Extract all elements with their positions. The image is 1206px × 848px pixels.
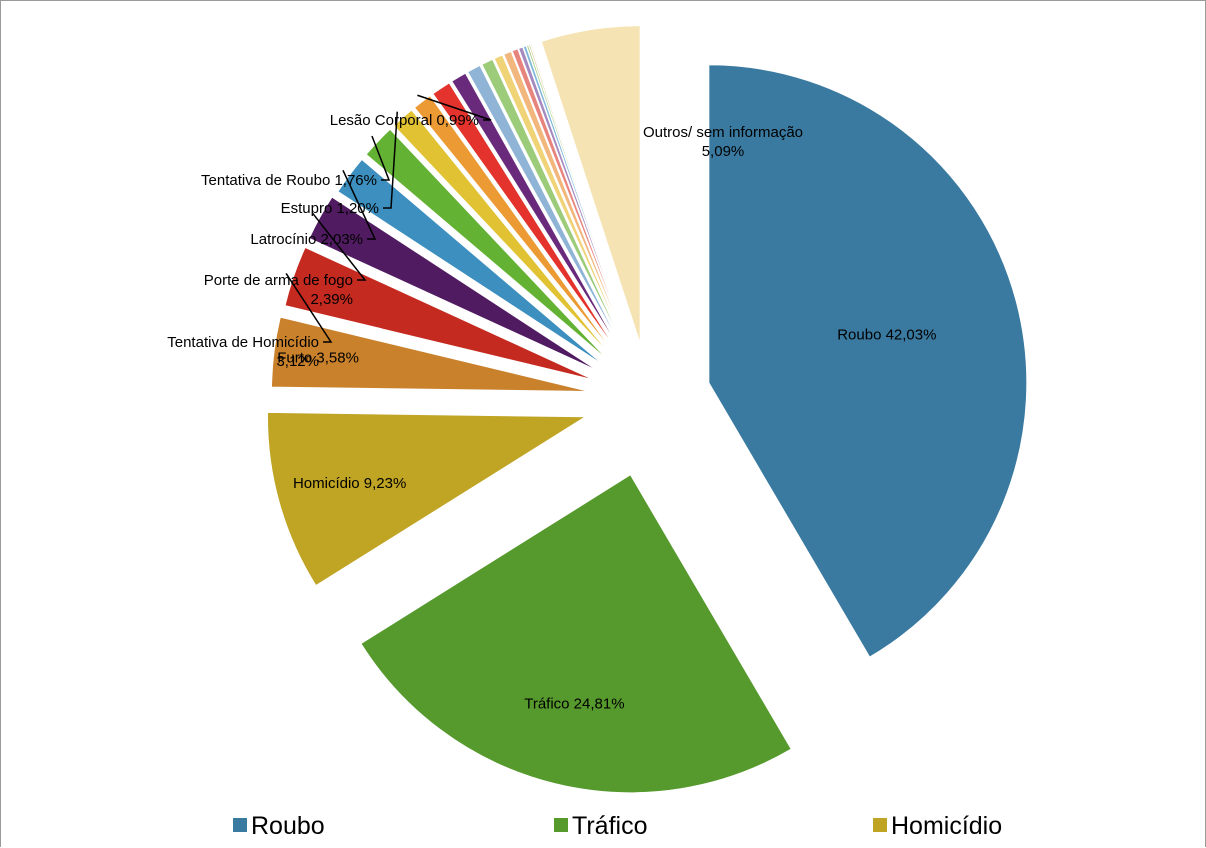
legend: Roubo Tráfico Homicídio (233, 812, 1002, 840)
slice-outros-sem-informacao (540, 25, 641, 344)
leader-line-tentativa-de-roubo (371, 135, 391, 181)
legend-swatch-roubo (233, 818, 247, 832)
data-label-lesao-corporal: Lesão Corporal 0,99% (330, 112, 479, 129)
leader-line-estupro (383, 111, 399, 209)
slice-trafico (360, 474, 792, 794)
slice-homicidio (266, 411, 588, 587)
slice-latrocinio (337, 158, 605, 366)
data-labels: Roubo 42,03% Tráfico 24,81% Homicídio 9,23… (167, 112, 936, 712)
leader-line-latrocinio (342, 170, 377, 240)
slices (266, 25, 1028, 794)
slice-furto (270, 316, 590, 393)
slice-slice-16 (511, 48, 630, 347)
slice-slice-12 (466, 64, 624, 350)
legend-label-roubo: Roubo (251, 812, 325, 840)
leader-line-tentativa-de-homicidio (285, 273, 333, 343)
legend-label-homicidio: Homicídio (891, 812, 1002, 840)
slice-slice-17 (517, 46, 631, 347)
data-label-homicidio: Homicídio 9,23% (293, 475, 406, 492)
legend-swatch-homicidio (873, 818, 887, 832)
leader-line-lesao-corporal (417, 94, 492, 121)
slice-slice-13 (481, 58, 626, 349)
data-label-roubo: Roubo 42,03% (837, 326, 936, 343)
slice-slice-14 (493, 54, 627, 348)
slice-estupro (393, 109, 613, 358)
legend-entry-homicidio: Homicídio (873, 812, 1002, 840)
slice-slice-15 (503, 50, 629, 348)
slice-lesao-corporal (413, 95, 616, 355)
leader-lines (285, 94, 492, 343)
slice-porte-de-arma-de-fogo (308, 196, 599, 372)
slice-roubo (708, 64, 1028, 658)
data-label-porte-de-arma-de-fogo: Porte de arma de fogo 2,39% (204, 272, 353, 308)
legend-swatch-trafico (554, 818, 568, 832)
data-label-trafico: Tráfico 24,81% (524, 695, 624, 712)
slice-slice-10 (432, 82, 619, 353)
data-label-latrocinio: Latrocínio 2,03% (250, 231, 363, 248)
legend-entry-roubo: Roubo (233, 812, 325, 840)
legend-entry-trafico: Tráfico (554, 812, 647, 840)
leader-line-porte-de-arma-de-fogo (312, 212, 367, 281)
data-label-estupro: Estupro 1,20% (281, 200, 379, 217)
data-label-tentativa-de-homicidio: Tentativa de Homicídio 3,12% (167, 334, 319, 370)
legend-label-trafico: Tráfico (572, 812, 647, 840)
slice-slice-22 (531, 42, 632, 346)
slice-tentativa-de-roubo (365, 128, 609, 361)
data-label-outros-sem-informacao: Outros/ sem informação 5,09% (643, 124, 803, 160)
data-label-tentativa-de-roubo: Tentativa de Roubo 1,76% (201, 172, 377, 189)
data-label-furto: Furto 3,58% (277, 349, 359, 366)
slice-slice-11 (451, 72, 621, 352)
